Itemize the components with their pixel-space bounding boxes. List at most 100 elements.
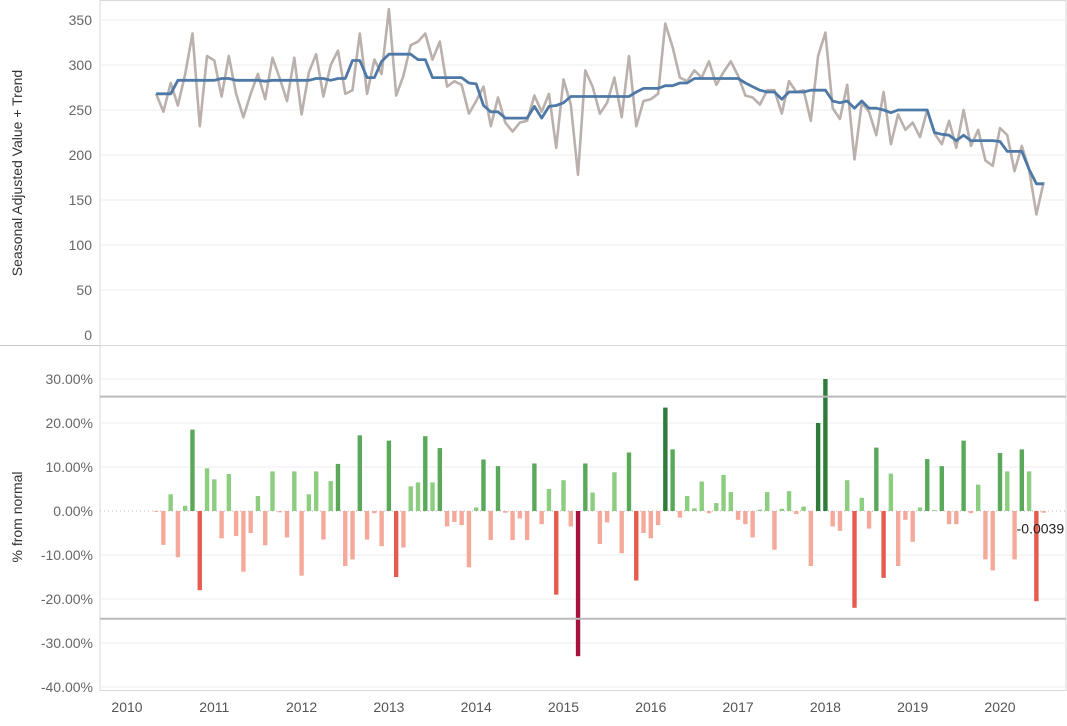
bar (153, 511, 159, 512)
bottom-y-tick: -30.00% (41, 635, 93, 651)
bar (372, 511, 377, 514)
x-tick: 2011 (199, 699, 229, 715)
bar (684, 496, 690, 511)
bar (917, 507, 923, 511)
bar (546, 489, 552, 511)
x-tick: 2013 (373, 699, 404, 715)
bar (415, 482, 421, 511)
bar (728, 492, 734, 511)
bar (874, 447, 879, 511)
bar-series (153, 379, 1046, 657)
bar (350, 511, 355, 560)
bar (204, 468, 210, 511)
bar (321, 511, 326, 540)
bar (313, 471, 319, 511)
bar (1012, 511, 1017, 560)
bar (925, 459, 930, 511)
bar (466, 511, 472, 568)
bar (292, 471, 297, 511)
bar (219, 511, 224, 539)
bar (714, 503, 719, 511)
bar (524, 511, 530, 541)
bar (670, 449, 675, 511)
bar (946, 511, 952, 525)
bar (852, 511, 857, 608)
bottom-y-tick: 0.00% (53, 503, 93, 519)
bar (626, 452, 632, 511)
bar (554, 511, 559, 595)
bar (743, 511, 748, 525)
bar (677, 511, 683, 518)
bar (175, 511, 181, 558)
bar (735, 511, 741, 520)
bar (408, 486, 413, 511)
bar (786, 491, 792, 511)
bar (474, 507, 479, 511)
x-tick: 2019 (897, 699, 928, 715)
bar (284, 511, 290, 538)
bar (648, 511, 653, 539)
bar (1019, 449, 1025, 511)
bar (634, 511, 639, 581)
bar (990, 511, 995, 571)
bar (510, 511, 515, 541)
bar (386, 440, 392, 511)
bar (401, 511, 406, 548)
bar (568, 511, 573, 527)
bar (954, 511, 959, 525)
bar (801, 506, 806, 511)
bar (263, 511, 268, 546)
bar (575, 511, 581, 657)
bar (932, 510, 937, 511)
top-y-tick-labels: 0 50 100 150 200 250 300 350 (69, 12, 93, 343)
bar (1034, 511, 1039, 602)
bar (779, 508, 784, 511)
bar (808, 511, 814, 566)
bar (299, 511, 304, 576)
bar (961, 440, 966, 511)
bar (161, 511, 166, 545)
bar (641, 511, 646, 533)
bar (335, 463, 341, 511)
top-y-axis-title: Seasonal Adjusted Value + Trend (9, 70, 25, 276)
bar (343, 511, 348, 566)
bar (590, 492, 595, 511)
bar (968, 511, 974, 514)
line-series (154, 7, 1045, 216)
bar (983, 511, 988, 560)
bottom-y-tick: 10.00% (46, 459, 93, 475)
top-y-tick: 150 (69, 192, 93, 208)
bar (561, 480, 566, 511)
bar (757, 509, 763, 511)
bar (706, 511, 712, 514)
bar (597, 511, 603, 544)
bar (1005, 471, 1010, 511)
x-tick: 2014 (461, 699, 492, 715)
bottom-y-tick: -40.00% (41, 679, 93, 695)
bar (444, 511, 450, 527)
bottom-y-tick: -10.00% (41, 547, 93, 563)
reference-lines (100, 395, 1066, 620)
bar (903, 511, 908, 520)
x-tick: 2010 (111, 699, 142, 715)
bar (241, 511, 246, 572)
bar (997, 452, 1003, 511)
bar (815, 423, 821, 511)
x-tick: 2018 (810, 699, 841, 715)
bar (357, 435, 362, 511)
bar (604, 511, 610, 523)
bar (881, 511, 886, 578)
bar (830, 511, 835, 527)
top-y-tick: 100 (69, 237, 93, 253)
bar (823, 379, 828, 511)
bar (437, 448, 443, 511)
bar (168, 494, 173, 511)
bar (495, 466, 501, 511)
top-y-tick: 300 (69, 57, 93, 73)
bar (306, 494, 312, 511)
bottom-y-tick: -20.00% (41, 591, 93, 607)
bar (423, 436, 428, 511)
bar (481, 459, 486, 511)
bar (837, 511, 843, 531)
bar (692, 508, 697, 511)
